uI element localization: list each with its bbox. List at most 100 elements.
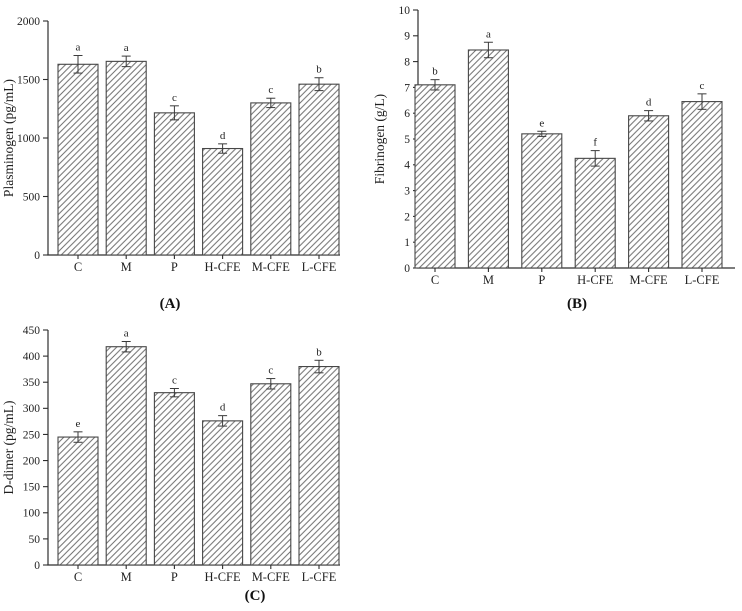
- x-category-label-H-CFE: H-CFE: [205, 260, 241, 274]
- sig-letter-C: b: [432, 66, 438, 78]
- y-tick-label: 400: [23, 351, 41, 363]
- fibrinogen-bar-chart: 0 1 2 3 4 5 6 7 8 9 10 Fibrinogen (g/L) b Ca Me Pf H-CFE…: [372, 5, 735, 287]
- error-bar-C: [430, 79, 440, 91]
- sig-letter-C: a: [76, 42, 81, 54]
- sig-letter-L-CFE: b: [316, 64, 322, 76]
- error-bar-M: [121, 55, 131, 68]
- sig-letter-C: e: [76, 418, 81, 430]
- bar-M: [467, 49, 509, 269]
- bar-L-CFE: [298, 366, 340, 566]
- y-tick-label: 2: [404, 211, 410, 223]
- y-tick-label: 2000: [17, 16, 40, 28]
- error-bar-M: [483, 41, 493, 59]
- y-tick-label: 10: [399, 5, 411, 17]
- bar-M: [105, 60, 147, 256]
- bar-H-CFE: [574, 157, 616, 269]
- y-tick-label: 6: [404, 108, 410, 120]
- y-tick-label: 0: [34, 250, 40, 262]
- error-bar-P: [537, 130, 547, 137]
- y-tick-label: 0: [34, 560, 40, 572]
- bar-M-CFE: [628, 115, 670, 269]
- d-dimer-bar-chart: 0 50 100 150 200 250 300 350 400 450 D-dimer (pg/m…: [1, 325, 340, 584]
- error-bar-L-CFE: [697, 93, 707, 110]
- sig-letter-M-CFE: c: [268, 365, 273, 377]
- bar-L-CFE: [681, 101, 723, 269]
- bar-H-CFE: [202, 147, 244, 256]
- y-tick-label: 8: [404, 57, 410, 69]
- y-tick-label: 300: [23, 403, 41, 415]
- sig-letter-P: e: [539, 117, 544, 129]
- error-bar-C: [73, 431, 83, 443]
- x-category-label-L-CFE: L-CFE: [302, 260, 337, 274]
- sig-letter-P: c: [172, 92, 177, 104]
- panel-A-label: (A): [159, 296, 181, 312]
- x-category-label-C: C: [74, 570, 82, 584]
- x-category-label-M-CFE: M-CFE: [252, 260, 291, 274]
- bar-P: [521, 133, 563, 269]
- y-tick-label: 150: [23, 482, 41, 494]
- bar-C: [57, 436, 99, 566]
- panel-C-label: (C): [244, 588, 266, 604]
- sig-letter-M-CFE: c: [268, 84, 273, 96]
- bar-P: [153, 112, 195, 256]
- y-axis-title: Plasminogen (pg/mL): [1, 79, 16, 197]
- x-category-label-M-CFE: M-CFE: [629, 273, 668, 287]
- x-category-label-P: P: [171, 260, 178, 274]
- error-bar-M-CFE: [266, 378, 276, 390]
- error-bar-H-CFE: [218, 415, 228, 427]
- x-category-label-M: M: [121, 570, 132, 584]
- error-bar-P: [169, 105, 179, 121]
- panel-B-label: (B): [567, 296, 587, 312]
- x-category-label-L-CFE: L-CFE: [685, 273, 720, 287]
- x-category-label-H-CFE: H-CFE: [577, 273, 613, 287]
- y-tick-label: 7: [404, 82, 410, 94]
- error-bar-P: [169, 387, 179, 398]
- error-bar-L-CFE: [314, 77, 324, 92]
- x-category-label-C: C: [431, 273, 439, 287]
- error-bar-L-CFE: [314, 359, 324, 374]
- bar-C: [57, 63, 99, 256]
- sig-letter-M: a: [124, 42, 129, 54]
- sig-letter-L-CFE: c: [700, 80, 705, 92]
- sig-letter-H-CFE: d: [220, 130, 226, 142]
- y-tick-label: 50: [29, 534, 41, 546]
- error-bar-H-CFE: [218, 143, 228, 154]
- y-tick-label: 500: [23, 191, 41, 203]
- y-tick-label: 4: [404, 160, 410, 172]
- y-tick-label: 450: [23, 325, 41, 337]
- x-category-label-P: P: [538, 273, 545, 287]
- bar-C: [414, 84, 456, 269]
- y-tick-label: 250: [23, 429, 41, 441]
- y-tick-label: 100: [23, 508, 41, 520]
- y-tick-label: 1: [404, 237, 410, 249]
- x-category-label-L-CFE: L-CFE: [302, 570, 337, 584]
- x-category-label-H-CFE: H-CFE: [205, 570, 241, 584]
- y-axis-title: Fibrinogen (g/L): [372, 94, 387, 184]
- plasminogen-bar-chart: 0 500 1000 1500 2000 Plasminogen (pg/mL) a Ca Mc…: [1, 16, 340, 274]
- axes: 0 50 100 150 200 250 300 350 400 450: [23, 325, 340, 572]
- y-tick-label: 200: [23, 455, 41, 467]
- bar-M-CFE: [250, 383, 292, 566]
- sig-letter-H-CFE: f: [593, 137, 597, 149]
- bar-M-CFE: [250, 102, 292, 256]
- y-tick-label: 350: [23, 377, 41, 389]
- panel-C: 0 50 100 150 200 250 300 350 400 450 D-dimer (pg/m…: [0, 315, 371, 604]
- y-tick-label: 0: [404, 263, 410, 275]
- x-category-label-C: C: [74, 260, 82, 274]
- error-bar-C: [73, 55, 83, 74]
- bar-H-CFE: [202, 420, 244, 566]
- sig-letter-P: c: [172, 374, 177, 386]
- y-tick-label: 1500: [17, 74, 40, 86]
- bar-L-CFE: [298, 83, 340, 256]
- error-bar-M-CFE: [644, 110, 654, 122]
- x-category-label-P: P: [171, 570, 178, 584]
- sig-letter-M: a: [486, 28, 491, 40]
- error-bar-M: [121, 340, 131, 353]
- x-category-label-M: M: [483, 273, 494, 287]
- y-axis-title: D-dimer (pg/mL): [1, 400, 16, 494]
- y-tick-label: 5: [404, 134, 410, 146]
- y-tick-label: 1000: [17, 133, 40, 145]
- sig-letter-M: a: [124, 327, 129, 339]
